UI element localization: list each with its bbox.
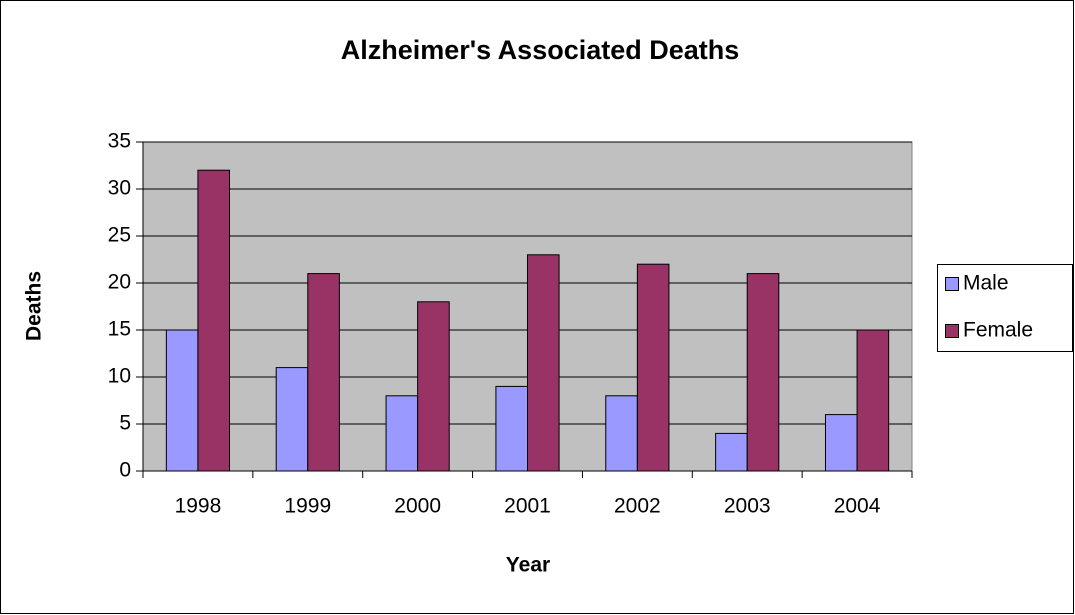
bar bbox=[495, 385, 529, 472]
legend-swatch bbox=[945, 277, 959, 291]
x-tick-label: 2004 bbox=[834, 495, 881, 518]
bar bbox=[824, 414, 858, 472]
bar bbox=[605, 395, 638, 472]
x-axis-label: Year bbox=[506, 554, 550, 577]
x-tick-label: 1999 bbox=[284, 495, 331, 518]
x-tick-label: 2003 bbox=[724, 495, 771, 518]
bar bbox=[636, 263, 670, 472]
bar bbox=[746, 273, 780, 472]
y-tick-label: 35 bbox=[108, 130, 131, 153]
y-tick-label: 30 bbox=[108, 177, 131, 200]
bar bbox=[307, 273, 340, 472]
legend bbox=[937, 264, 1073, 352]
y-tick-label: 5 bbox=[119, 412, 131, 435]
bar bbox=[165, 329, 199, 472]
x-tick-label: 2001 bbox=[504, 495, 551, 518]
legend-label: Male bbox=[963, 272, 1009, 295]
y-tick-label: 10 bbox=[108, 365, 131, 388]
x-tick-label: 2002 bbox=[614, 495, 661, 518]
bar bbox=[417, 301, 450, 472]
legend-swatch bbox=[945, 324, 959, 338]
bar bbox=[527, 254, 560, 472]
x-tick-label: 1998 bbox=[175, 495, 222, 518]
y-tick-label: 0 bbox=[119, 459, 131, 482]
bar bbox=[856, 329, 890, 472]
chart-title: Alzheimer's Associated Deaths bbox=[341, 35, 740, 65]
legend-label: Female bbox=[963, 319, 1033, 342]
y-tick-label: 15 bbox=[108, 318, 131, 341]
x-tick-label: 2000 bbox=[394, 495, 441, 518]
bar bbox=[715, 432, 748, 472]
bar bbox=[385, 395, 419, 472]
y-tick-label: 25 bbox=[108, 224, 131, 247]
bar bbox=[275, 367, 309, 472]
y-axis-label: Deaths bbox=[23, 271, 46, 341]
bar bbox=[197, 169, 231, 472]
y-tick-label: 20 bbox=[108, 271, 131, 294]
